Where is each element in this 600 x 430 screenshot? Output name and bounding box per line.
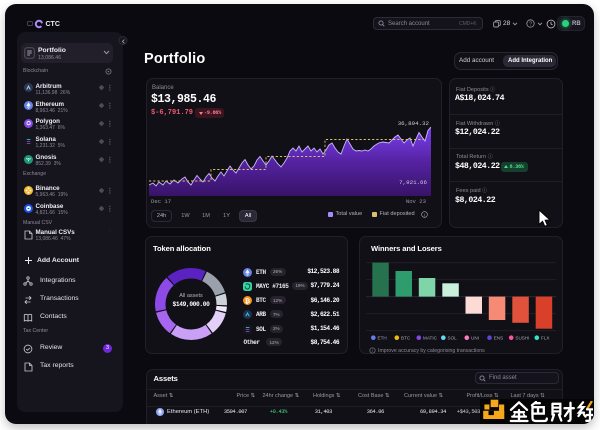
svg-text:₿: ₿ xyxy=(245,297,250,305)
svg-text:ETH: ETH xyxy=(378,336,387,341)
svg-text:SOL: SOL xyxy=(448,336,458,341)
svg-text:MATIC: MATIC xyxy=(423,336,438,341)
svg-text:i: i xyxy=(424,212,425,217)
svg-text:?: ? xyxy=(529,22,532,28)
svg-text:ENS: ENS xyxy=(494,336,503,341)
svg-text:SUSHI: SUSHI xyxy=(515,336,529,341)
svg-text:i: i xyxy=(372,348,373,353)
svg-text:UNI: UNI xyxy=(471,336,479,341)
svg-text:BTC: BTC xyxy=(401,336,411,341)
svg-text:FLX: FLX xyxy=(541,336,549,341)
